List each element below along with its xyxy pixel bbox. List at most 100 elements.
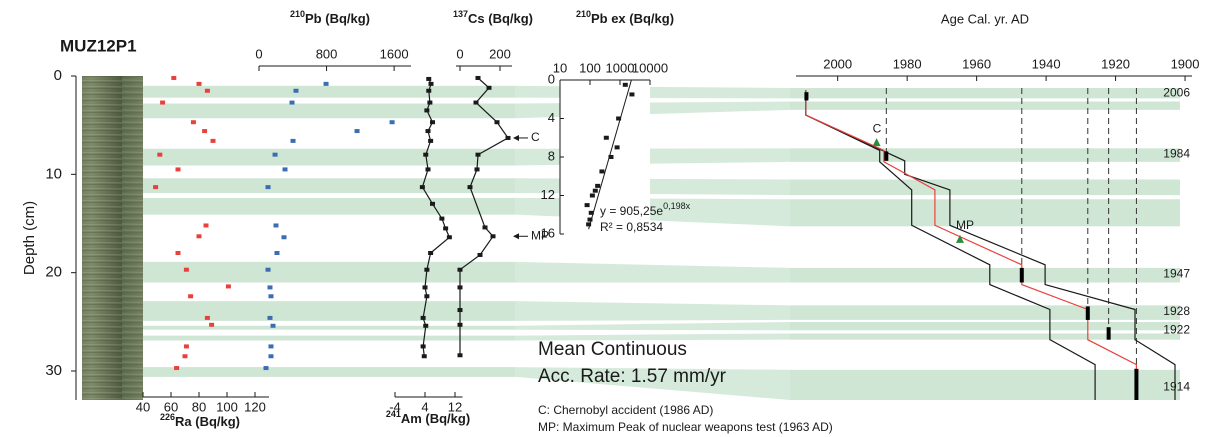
axis-title: 210Pb ex (Bq/kg) <box>576 9 674 26</box>
data-point <box>616 116 622 121</box>
data-point <box>203 223 209 228</box>
data-point <box>420 315 426 320</box>
data-point <box>494 120 500 125</box>
data-point <box>603 135 609 140</box>
data-point <box>323 81 329 86</box>
core-title: MUZ12P1 <box>60 36 137 55</box>
event-marker <box>955 234 964 243</box>
band-connector <box>515 101 790 119</box>
rate-text: Mean Continuous <box>538 339 687 360</box>
band-connector <box>515 367 790 400</box>
data-point <box>608 155 614 159</box>
data-point <box>599 169 605 174</box>
data-point <box>428 138 434 143</box>
data-point <box>268 344 274 349</box>
sediment-band <box>143 325 515 330</box>
data-point <box>204 88 210 93</box>
y-tick-label: 12 <box>541 187 555 202</box>
data-point <box>423 152 429 157</box>
data-point <box>443 226 449 231</box>
event-marker <box>872 138 881 147</box>
axis-title-sup: 226 <box>160 412 175 422</box>
data-point <box>290 138 296 143</box>
data-point <box>157 152 163 157</box>
data-point <box>273 223 279 228</box>
background-layer <box>143 80 1180 400</box>
data-point <box>210 138 216 143</box>
data-point <box>482 225 488 230</box>
data-point <box>584 203 590 208</box>
sediment-band <box>143 103 515 119</box>
y-tick-label: 10 <box>45 165 62 182</box>
data-point <box>457 322 463 327</box>
age-model-line <box>805 90 1176 400</box>
axis-title: 241Am (Bq/kg) <box>386 409 470 426</box>
axis-title: 137Cs (Bq/kg) <box>453 9 533 26</box>
data-point <box>421 354 427 359</box>
data-point <box>475 75 481 80</box>
age-band <box>790 88 1180 99</box>
data-point <box>196 81 202 86</box>
date-marker <box>884 151 889 161</box>
data-point <box>457 308 463 313</box>
x-tick-label: 1000 <box>606 60 635 75</box>
fit-equation-base: y = 905,25e <box>600 204 663 218</box>
data-point <box>160 100 166 105</box>
data-point <box>293 88 299 93</box>
x-tick-label: 10 <box>553 60 567 75</box>
age-band <box>790 199 1180 227</box>
x-tick-label: 1900 <box>1171 56 1200 71</box>
data-point <box>419 185 425 190</box>
data-point <box>171 75 177 80</box>
data-point <box>281 235 287 240</box>
data-point <box>274 251 280 255</box>
data-point <box>289 100 295 105</box>
data-point <box>270 323 276 328</box>
age-band <box>790 148 1180 162</box>
data-point <box>424 108 430 113</box>
axis-title-sup: 210 <box>290 9 305 19</box>
sediment-band <box>143 178 515 194</box>
axis-title: 226Ra (Bq/kg) <box>160 412 240 429</box>
data-point <box>422 285 428 290</box>
data-point <box>586 222 592 227</box>
axis-title-sup: 241 <box>386 409 401 419</box>
data-point <box>474 167 480 172</box>
axis-title-sup: 137 <box>453 9 468 19</box>
depth-label: Depth (cm) <box>21 201 38 275</box>
data-point <box>424 294 430 299</box>
data-point <box>425 129 431 134</box>
data-point <box>428 251 434 255</box>
band-connector <box>515 148 790 166</box>
fit-r2: R² = 0,8534 <box>600 220 663 234</box>
x-tick-label: 12 <box>448 399 462 414</box>
age-model-line <box>805 90 1096 400</box>
data-point <box>589 193 595 198</box>
band-year-label: 1947 <box>1163 266 1190 280</box>
axis-title-text: Pb ex (Bq/kg) <box>591 11 674 26</box>
data-point <box>389 120 395 125</box>
data-point <box>457 353 463 358</box>
event-label: MP <box>956 218 974 232</box>
date-marker <box>1085 306 1090 320</box>
data-point <box>265 185 271 190</box>
data-point <box>225 284 231 289</box>
sediment-band <box>143 335 515 341</box>
annotation-label: C <box>531 130 540 144</box>
data-point <box>423 323 429 328</box>
axis-title: Age Cal. yr. AD <box>941 11 1029 26</box>
data-point <box>505 135 511 140</box>
axis-title: 210Pb (Bq/kg) <box>290 9 370 26</box>
data-point <box>592 188 598 193</box>
band-connector <box>515 301 790 321</box>
data-point <box>282 167 288 172</box>
data-point <box>426 76 432 81</box>
data-point <box>174 366 180 371</box>
data-point <box>587 217 593 222</box>
band-year-label: 1928 <box>1163 304 1190 318</box>
data-point <box>153 185 159 190</box>
data-point <box>267 285 273 290</box>
data-point <box>265 267 271 272</box>
band-year-label: 2006 <box>1163 85 1190 99</box>
